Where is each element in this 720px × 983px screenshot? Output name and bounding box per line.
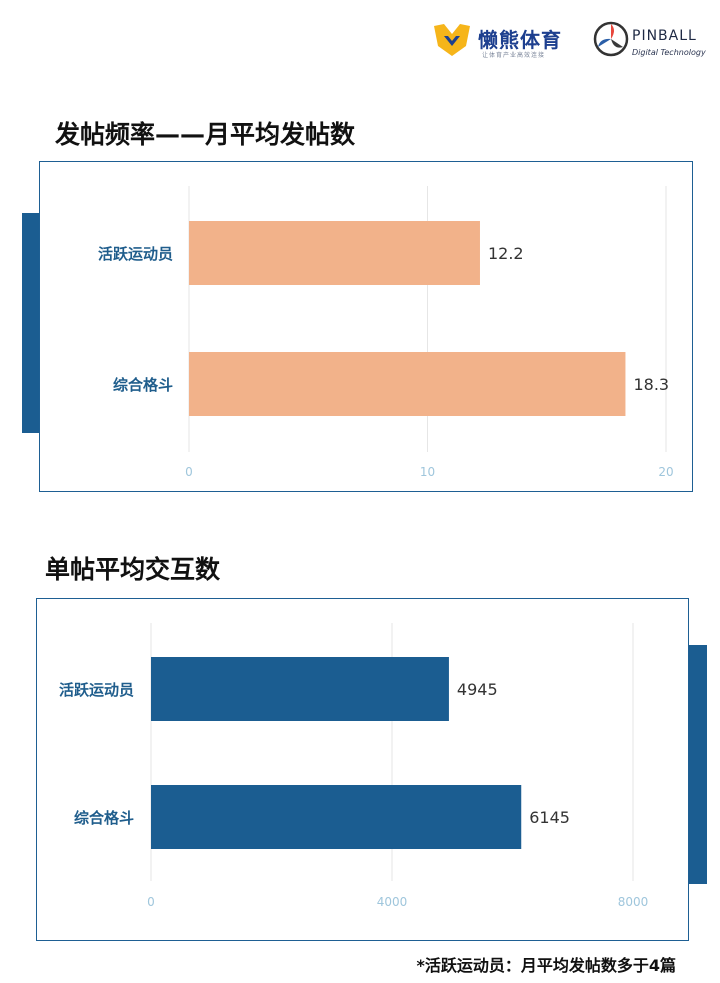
bar-chart-post-frequency: 0 10 20 活跃运动员 12.2 综合格斗 18.3 xyxy=(98,186,674,479)
category-label: 活跃运动员 xyxy=(59,681,134,699)
x-tick-label: 8000 xyxy=(618,895,649,909)
bar xyxy=(151,785,522,849)
x-tick-label: 0 xyxy=(185,465,193,479)
pinball-logo-icon xyxy=(593,21,629,57)
footnote: *活跃运动员：月平均发帖数多于4篇 xyxy=(416,956,676,975)
bar xyxy=(151,657,449,721)
x-tick-label: 0 xyxy=(147,895,155,909)
lanxiong-logo-tagline: 让体育产业高效连接 xyxy=(482,52,546,59)
pinball-logo: PINBALL Digital Technology xyxy=(592,20,717,64)
category-label: 活跃运动员 xyxy=(98,245,173,263)
data-label: 12.2 xyxy=(488,244,524,263)
pinball-logo-name: PINBALL xyxy=(632,28,697,44)
bar-chart-interactions: 0 4000 8000 活跃运动员 4945 综合格斗 6145 xyxy=(59,623,649,909)
lanxiong-logo: 懒熊体育 让体育产业高效连接 xyxy=(432,20,572,64)
chart-frame-post-frequency: 0 10 20 活跃运动员 12.2 综合格斗 18.3 xyxy=(39,161,693,492)
x-tick-label: 20 xyxy=(658,465,673,479)
section-title-post-frequency: 发帖频率——月平均发帖数 xyxy=(55,120,356,149)
bar xyxy=(189,352,626,416)
pinball-logo-subtitle: Digital Technology xyxy=(632,48,706,57)
lanxiong-logo-name: 懒熊体育 xyxy=(478,28,562,52)
data-label: 4945 xyxy=(457,680,498,699)
data-label: 18.3 xyxy=(633,375,669,394)
category-label: 综合格斗 xyxy=(113,376,173,394)
category-label: 综合格斗 xyxy=(74,809,134,827)
data-label: 6145 xyxy=(529,808,570,827)
x-tick-label: 4000 xyxy=(377,895,408,909)
lanxiong-logo-icon xyxy=(434,24,470,56)
x-tick-label: 10 xyxy=(420,465,435,479)
chart-frame-interactions: 0 4000 8000 活跃运动员 4945 综合格斗 6145 xyxy=(36,598,689,941)
section-title-interactions: 单帖平均交互数 xyxy=(45,555,221,584)
bar xyxy=(189,221,480,285)
